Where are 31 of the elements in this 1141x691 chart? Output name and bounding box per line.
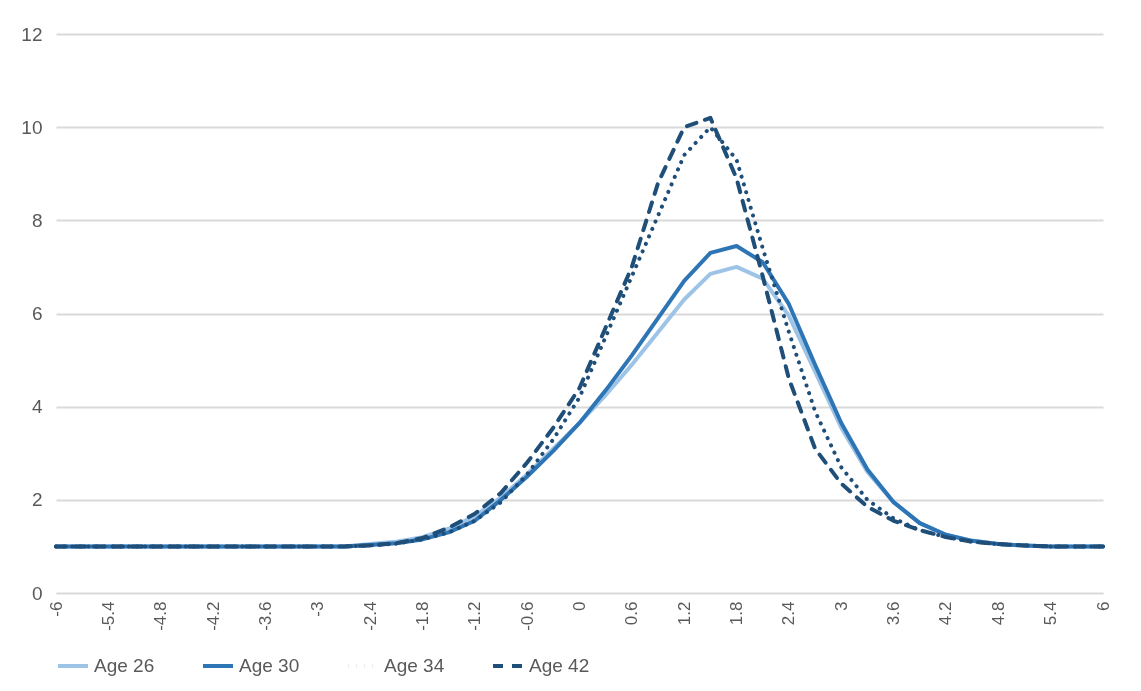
y-tick-label: 10 — [21, 116, 43, 138]
y-tick-label: 6 — [31, 303, 43, 324]
y-tick-label: 8 — [31, 209, 43, 231]
y-tick-label: 12 — [21, 23, 43, 45]
x-tick-label: -3 — [308, 601, 328, 617]
y-tick-label: 4 — [31, 396, 43, 418]
x-tick-label: 0.6 — [622, 601, 642, 626]
x-tick-label: 4.8 — [988, 601, 1008, 626]
x-tick-label: -5.4 — [98, 601, 118, 631]
legend-label: Age 42 — [529, 655, 590, 676]
y-tick-label: 2 — [31, 489, 43, 511]
x-tick-label: 3.6 — [884, 601, 904, 626]
x-tick-label: 3 — [831, 601, 851, 611]
x-tick-label: -2.4 — [360, 601, 380, 631]
x-tick-label: -1.2 — [465, 601, 485, 631]
x-tick-label: 0 — [570, 601, 589, 611]
x-tick-label: -4.2 — [203, 601, 223, 631]
x-tick-label: 1.2 — [674, 601, 694, 626]
x-tick-label: -1.8 — [412, 601, 432, 631]
x-tick-label: 1.8 — [727, 601, 747, 626]
x-tick-label: -3.6 — [255, 601, 275, 631]
legend-label: Age 34 — [384, 655, 445, 676]
x-tick-label: 2.4 — [779, 601, 799, 626]
x-tick-label: 4.2 — [936, 601, 956, 626]
x-tick-label: -6 — [46, 601, 66, 617]
x-tick-label: -4.8 — [151, 601, 171, 631]
legend-label: Age 26 — [94, 655, 155, 676]
x-tick-label: 5.4 — [1041, 601, 1061, 626]
legend-label: Age 30 — [239, 655, 300, 676]
x-tick-label: 6 — [1093, 601, 1113, 611]
x-tick-label: -0.6 — [517, 601, 537, 631]
